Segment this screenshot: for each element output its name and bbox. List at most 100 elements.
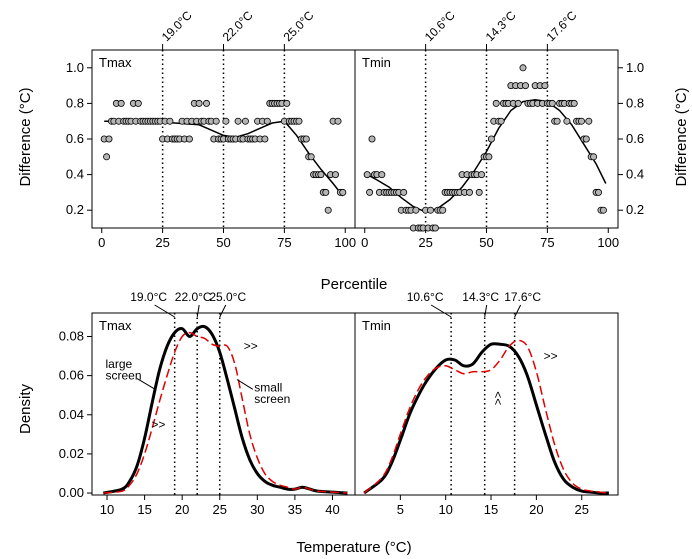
x-tick-label: 25 [418,235,432,250]
y-tick-label: 0.8 [626,95,644,110]
percentile-leader [484,304,488,318]
data-point [578,117,586,125]
small-screen-curve [363,339,609,494]
annotation-leader-large [136,378,156,390]
data-point [117,99,125,107]
x-tick-label: 0 [361,235,368,250]
y-tick-label: 0.2 [626,202,644,217]
annotation-arrow-left: >> [151,417,165,431]
data-point [324,206,332,214]
percentile-label: 22.0°C [220,8,256,44]
x-tick-label: 30 [250,502,264,517]
data-point [478,171,486,179]
data-point [202,99,210,107]
panel-2: Tmin 0 25 50 75 100 0.2 0.4 0.6 0.8 1.0 10.6°C 14.3°… [354,8,644,250]
x-tick-label: 100 [597,235,619,250]
data-point [368,135,376,143]
bottom-left-y-axis-title: Density [17,383,34,434]
x-tick-label: 40 [325,502,339,517]
x-tick-label: 15 [137,502,151,517]
panel-frame [91,312,356,496]
data-point [378,171,386,179]
data-point [339,188,347,196]
data-point [263,117,271,125]
data-point [497,117,505,125]
data-point [553,117,561,125]
data-point [522,82,530,90]
data-point [103,153,111,161]
annotation-screen-1: screen [106,369,142,383]
data-point [222,117,230,125]
data-point [487,135,495,143]
x-tick-label: 5 [397,502,404,517]
x-tick-label: 10 [438,502,452,517]
data-point [295,117,303,125]
data-point [541,82,549,90]
top-right-y-axis-title: Difference (°C) [673,87,690,186]
x-tick-label: 50 [479,235,493,250]
percentile-label: 14.3°C [462,290,499,304]
data-point [334,117,342,125]
data-point [595,188,603,196]
x-tick-label: 75 [540,235,554,250]
data-point [105,135,113,143]
x-tick-label: 25 [574,502,588,517]
data-point [234,117,242,125]
data-point [212,117,220,125]
data-point [590,153,598,161]
percentile-label: 25.0°C [209,290,246,304]
data-point [412,206,420,214]
data-point [439,206,447,214]
percentile-label: 14.3°C [483,8,519,44]
data-point [331,171,339,179]
y-tick-label: 1.0 [626,60,644,75]
x-tick-label: 75 [277,235,291,250]
percentile-leader [430,304,452,318]
x-tick-label: 20 [175,502,189,517]
top-left-y-axis-title: Difference (°C) [17,87,34,186]
x-tick-label: 10 [100,502,114,517]
data-point [426,206,434,214]
x-tick-label: 25 [155,235,169,250]
panel-3: Tmax 10 15 20 25 30 35 40 0.00 0.02 0.04 0.06 0.08 19… [59,290,356,517]
x-tick-label: 50 [216,235,230,250]
panel-label: Tmin [362,55,391,70]
percentile-label: 17.6°C [544,8,580,44]
y-tick-label: 0.06 [59,368,84,383]
percentile-label: 17.6°C [504,290,541,304]
data-point [366,188,374,196]
data-point [431,224,439,232]
data-point [465,188,473,196]
y-tick-label: 0.4 [626,167,644,182]
percentile-label: 10.6°C [407,290,444,304]
large-screen-curve [363,342,609,495]
percentile-leader [219,304,227,318]
data-point [563,117,571,125]
annotation-screen-2: screen [254,392,290,406]
percentile-label: 22.0°C [175,290,212,304]
data-point [475,188,483,196]
data-point [307,153,315,161]
percentile-label: 10.6°C [422,8,458,44]
data-point [582,135,590,143]
top-x-axis-title: Percentile [321,276,388,293]
annotation-arrow-down: << [491,391,505,405]
percentile-leader [514,304,522,318]
panel-4: Tmin 5 10 15 20 25 10.6°C 14.3°C 17.6°C >> << [354,290,619,517]
data-point [283,99,291,107]
data-point [363,171,371,179]
y-tick-label: 0.6 [626,131,644,146]
data-point [134,99,142,107]
data-point [585,117,593,125]
data-point [519,64,527,72]
data-point [492,99,500,107]
percentile-leader [196,304,200,318]
panel-frame [354,49,619,229]
large-screen-curve [103,324,348,495]
percentile-leader [154,304,175,318]
data-point [166,117,174,125]
annotation-leader-small [236,379,254,390]
x-tick-label: 25 [213,502,227,517]
